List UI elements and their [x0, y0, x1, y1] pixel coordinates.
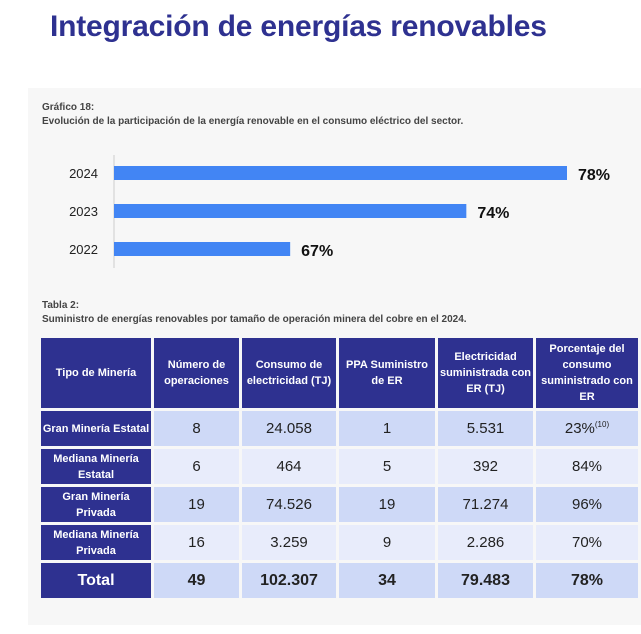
table-caption-text: Suministro de energías renovables por ta…: [42, 314, 467, 325]
table-cell: 16: [154, 525, 239, 560]
cell-text: 24.058: [266, 420, 312, 437]
table-caption: Tabla 2: Suministro de energías renovabl…: [42, 299, 467, 327]
header-tipo: Tipo de Minería: [41, 338, 151, 408]
table-row: Mediana Minería Estatal 6 464 5 392 84%: [41, 449, 638, 484]
header-consumo: Consumo de electricidad (TJ): [242, 338, 336, 408]
chart-caption: Gráfico 18: Evolución de la participació…: [42, 101, 463, 129]
table-cell: 5: [339, 449, 435, 484]
table-cell: 102.307: [242, 563, 336, 598]
cell-text: 34: [378, 571, 396, 589]
table-cell: 24.058: [242, 411, 336, 446]
cell-text: 464: [276, 458, 302, 475]
cell-text: 16: [188, 534, 205, 551]
cell-text: 71.274: [462, 496, 509, 513]
row-label: Mediana Minería Privada: [41, 525, 151, 560]
table-row: Total 49 102.307 34 79.483 78%: [41, 563, 638, 598]
table-cell: 8: [154, 411, 239, 446]
row-label: Gran Minería Estatal: [41, 411, 151, 446]
cell-text: Mediana Minería Estatal: [53, 452, 139, 481]
cell-text: 5.531: [466, 420, 505, 437]
row-label: Gran Minería Privada: [41, 487, 151, 522]
cell-text: 5: [382, 458, 392, 475]
footnote-ref: (10): [594, 420, 610, 429]
table-row: Mediana Minería Privada 16 3.259 9 2.286 70%: [41, 525, 638, 560]
header-ppa: PPA Suministro de ER: [339, 338, 435, 408]
table-cell: 9: [339, 525, 435, 560]
header-numero: Número de operaciones: [154, 338, 239, 408]
table-row: Gran Minería Estatal 8 24.058 1 5.531 23%(10): [41, 411, 638, 446]
cell-text: 1: [382, 420, 392, 437]
table-row: Gran Minería Privada 19 74.526 19 71.274 96%: [41, 487, 638, 522]
chart-caption-label: Gráfico 18:: [42, 102, 95, 113]
table-cell: 6: [154, 449, 239, 484]
cell-text: 84%: [571, 458, 603, 475]
cell-text: 49: [187, 571, 206, 589]
table-cell: 79.483: [438, 563, 533, 598]
table-cell: 34: [339, 563, 435, 598]
category-label: 2024: [69, 166, 98, 181]
data-label: 78%: [578, 167, 610, 184]
cell-text: Total: [77, 571, 115, 589]
table-caption-label: Tabla 2:: [42, 300, 80, 311]
cell-text: 9: [382, 534, 392, 551]
table-cell: 464: [242, 449, 336, 484]
header-electricidad: Electricidad suministrada con ER (TJ): [438, 338, 533, 408]
cell-text: 102.307: [260, 571, 318, 589]
category-label: 2023: [69, 204, 98, 219]
cell-text: 96%: [571, 496, 603, 513]
data-table: Tipo de Minería Número de operaciones Co…: [38, 335, 641, 601]
table-cell: 5.531: [438, 411, 533, 446]
table-cell: 78%: [536, 563, 638, 598]
cell-text: 23%: [564, 420, 595, 437]
page-title: Integración de energías renovables: [50, 10, 547, 43]
table-cell: 49: [154, 563, 239, 598]
category-label: 2022: [69, 242, 98, 257]
table-cell: 3.259: [242, 525, 336, 560]
cell-text: 392: [472, 458, 499, 475]
cell-text: 78%: [570, 571, 604, 589]
bar-2024: [114, 166, 567, 180]
cell-text: Gran Minería Privada: [62, 490, 130, 519]
cell-text: Gran Minería Estatal: [42, 422, 150, 435]
table-cell: 74.526: [242, 487, 336, 522]
cell-text: 79.483: [461, 571, 510, 589]
bar-2022: [114, 242, 291, 256]
cell-text: 3.259: [270, 534, 308, 551]
cell-text: 2.286: [466, 534, 505, 551]
cell-text: 8: [192, 420, 201, 437]
cell-text: 74.526: [266, 496, 312, 513]
table-cell: 19: [154, 487, 239, 522]
cell-text: 19: [378, 496, 396, 513]
table-cell: 84%: [536, 449, 638, 484]
table-cell: 1: [339, 411, 435, 446]
bar-chart: 2024 78% 2023 74% 2022 67%: [69, 155, 610, 268]
cell-text: Mediana Minería Privada: [53, 528, 139, 557]
cell-text: 19: [188, 496, 205, 513]
header-porcentaje: Porcentaje del consumo suministrado con …: [536, 338, 638, 408]
table-cell: 71.274: [438, 487, 533, 522]
data-label: 74%: [477, 205, 509, 222]
bar-2023: [114, 204, 467, 218]
row-label: Mediana Minería Estatal: [41, 449, 151, 484]
table-cell: 19: [339, 487, 435, 522]
table-cell: 96%: [536, 487, 638, 522]
table-cell: 70%: [536, 525, 638, 560]
table-cell: 23%(10): [536, 411, 638, 446]
data-label: 67%: [301, 243, 333, 260]
table-cell: 2.286: [438, 525, 533, 560]
chart-caption-text: Evolución de la participación de la ener…: [42, 116, 464, 127]
cell-text: 70%: [571, 534, 603, 551]
cell-text: 6: [192, 458, 201, 475]
row-label: Total: [41, 563, 151, 598]
table-cell: 392: [438, 449, 533, 484]
